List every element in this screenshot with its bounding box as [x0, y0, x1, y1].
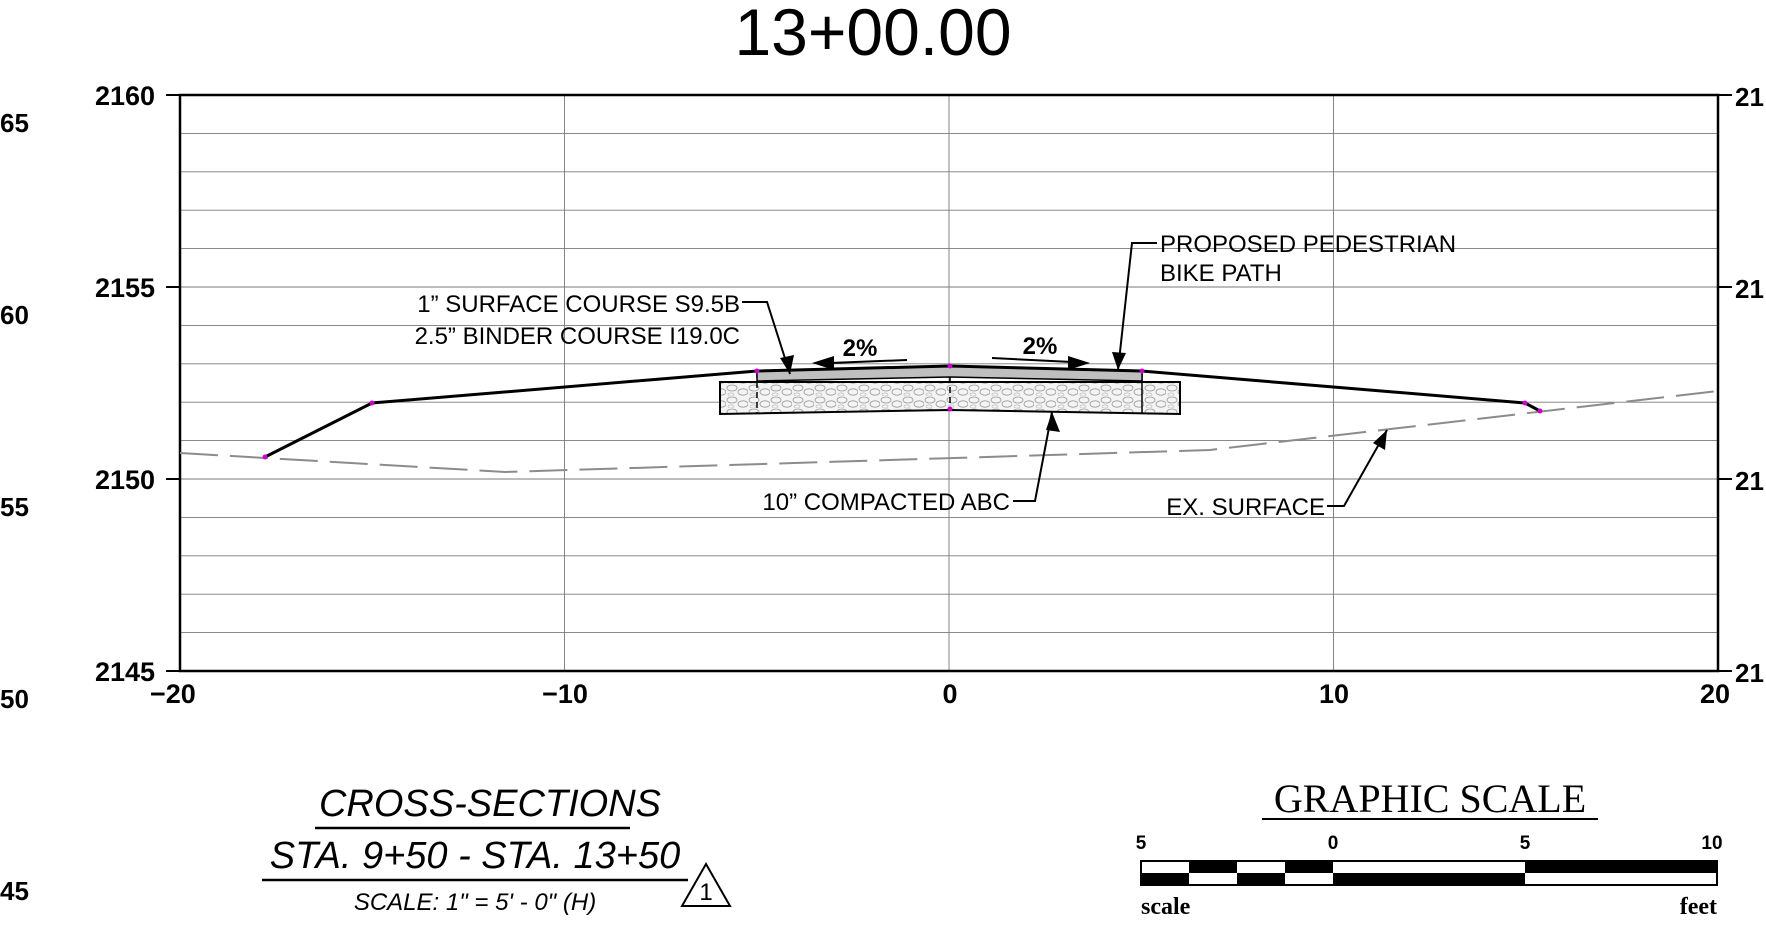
bike-path-label-line2: BIKE PATH: [1160, 260, 1282, 287]
slope-left-label: 2%: [843, 335, 878, 362]
slope-right: 2%: [991, 333, 1090, 370]
right-edge-label: 21: [1735, 466, 1764, 496]
right-edge-labels: 21 21 21 21: [1735, 82, 1764, 688]
left-edge-label: 60: [0, 300, 29, 330]
leader-line: [1013, 411, 1053, 502]
vertex-marker: [1139, 368, 1145, 374]
scale-bar-segment: [1333, 873, 1525, 885]
leader-arrowhead: [1373, 430, 1387, 450]
left-edge-label: 45: [0, 876, 29, 906]
revision-triangle: [680, 861, 732, 907]
leader-line: [1327, 429, 1388, 507]
x-axis-labels: −20 −10 0 10 20: [150, 679, 1730, 709]
scale-bar-segment: [1525, 861, 1717, 873]
x-tick-label: 10: [1319, 679, 1349, 709]
leader-line: [1117, 242, 1157, 371]
x-tick-label: −10: [542, 679, 588, 709]
leader-arrowhead: [1046, 412, 1060, 432]
right-edge-label: 21: [1735, 658, 1764, 688]
y-axis-labels: 2160 2155 2150 2145: [95, 81, 155, 687]
revision-number: 1: [699, 879, 712, 906]
scale-left-label: scale: [1141, 894, 1191, 920]
leader-arrowhead: [1112, 352, 1126, 370]
scale-tick: 5: [1136, 833, 1147, 854]
x-tick-label: −20: [150, 679, 196, 709]
vertex-marker: [369, 400, 375, 406]
vertex-marker: [1522, 400, 1528, 406]
left-edge-label: 55: [0, 492, 29, 522]
vertex-markers: [262, 363, 1543, 460]
title-line1: CROSS-SECTIONS: [319, 783, 661, 825]
ex-surface-label: EX. SURFACE: [1166, 494, 1325, 521]
vertex-marker: [947, 363, 953, 369]
leader-arrowhead: [780, 355, 794, 374]
graphic-scale: GRAPHIC SCALE 5 0 5 10 scale feet: [1136, 776, 1723, 920]
slope-arrow-line: [991, 357, 1073, 363]
vertex-marker: [947, 406, 953, 412]
x-tick-label: 0: [942, 679, 957, 709]
scale-bar-segment: [1237, 873, 1285, 885]
scale-bar-segment: [1189, 861, 1237, 873]
vertex-marker: [262, 454, 268, 460]
slope-right-label: 2%: [1023, 333, 1058, 360]
left-edge-label: 50: [0, 684, 29, 714]
bike-path-label-line1: PROPOSED PEDESTRIAN: [1160, 231, 1456, 258]
scale-tick: 5: [1520, 833, 1531, 854]
station-title: 13+00.00: [734, 0, 1011, 69]
leader-line: [742, 301, 791, 375]
scale-note: SCALE: 1" = 5' - 0" (H): [354, 889, 596, 916]
y-tick-label: 2150: [95, 465, 155, 495]
existing-surface-line: [179, 390, 1719, 474]
surface-course-label: 1” SURFACE COURSE S9.5B: [417, 291, 740, 318]
slope-arrow-line: [829, 359, 908, 364]
scale-right-label: feet: [1680, 894, 1717, 920]
bike-path-callout: PROPOSED PEDESTRIAN BIKE PATH: [1112, 231, 1456, 371]
graphic-scale-title: GRAPHIC SCALE: [1274, 776, 1586, 821]
slope-left: 2%: [812, 335, 908, 370]
scale-tick: 0: [1328, 833, 1339, 854]
scale-tick: 10: [1701, 833, 1722, 854]
right-edge-label: 21: [1735, 274, 1764, 304]
abc-label: 10” COMPACTED ABC: [762, 489, 1010, 516]
plot-frame: [178, 93, 1720, 673]
title-line2: STA. 9+50 - STA. 13+50: [270, 835, 681, 877]
right-edge-label: 21: [1735, 82, 1764, 112]
binder-course-label: 2.5” BINDER COURSE I19.0C: [415, 323, 740, 350]
vertex-marker: [1537, 408, 1543, 414]
y-tick-label: 2160: [95, 81, 155, 111]
plot-grid: [166, 94, 1732, 672]
x-tick-label: 20: [1700, 679, 1730, 709]
scale-bar-segment: [1141, 873, 1189, 885]
y-tick-label: 2145: [95, 657, 155, 687]
left-edge-label: 65: [0, 108, 29, 138]
slope-arrowhead: [1068, 356, 1090, 370]
ex-surface-callout: EX. SURFACE: [1166, 429, 1388, 521]
cross-section-title-block: CROSS-SECTIONS STA. 9+50 - STA. 13+50 SC…: [262, 783, 732, 916]
vertex-marker: [754, 368, 760, 374]
abc-callout: 10” COMPACTED ABC: [762, 411, 1060, 516]
slope-arrowhead: [812, 356, 834, 370]
left-edge-labels: 65 60 55 50 45: [0, 108, 29, 906]
y-tick-label: 2155: [95, 273, 155, 303]
scale-bar-segment: [1285, 861, 1333, 873]
surface-binder-callout: 1” SURFACE COURSE S9.5B 2.5” BINDER COUR…: [415, 291, 794, 375]
